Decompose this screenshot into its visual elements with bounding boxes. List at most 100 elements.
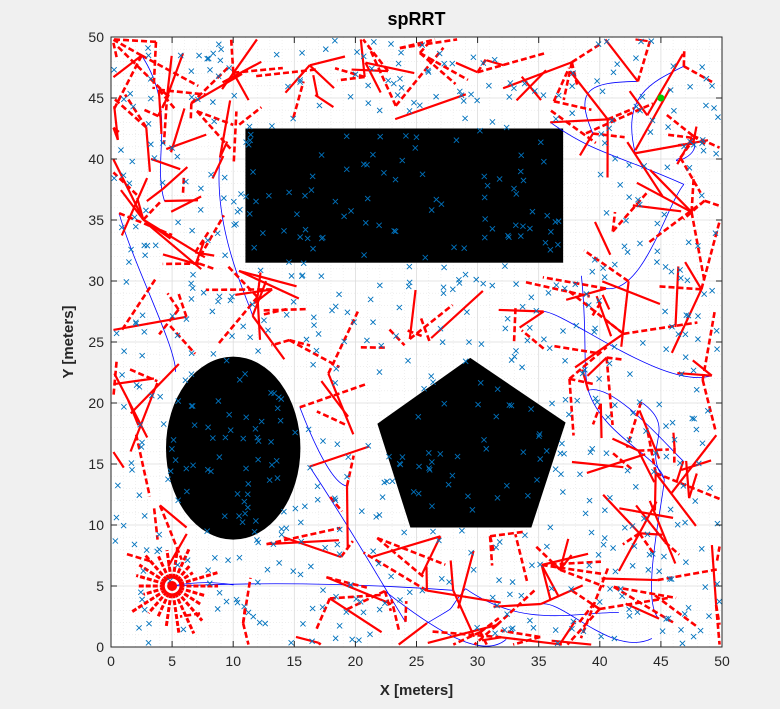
sample-point (188, 350, 195, 357)
sample-point (588, 529, 595, 536)
tree-edge (145, 222, 202, 270)
sample-point (435, 537, 442, 544)
sample-point (120, 172, 127, 179)
sample-point (268, 438, 274, 445)
sample-point (331, 37, 338, 44)
sample-point (519, 303, 526, 310)
tree-edge (430, 290, 484, 339)
sample-point (309, 638, 316, 645)
sample-point (386, 453, 392, 460)
sample-point (493, 413, 500, 420)
sample-point (664, 164, 671, 171)
tree-edge (648, 202, 702, 244)
x-axis-ticks: 0 5 10 15 20 25 30 35 40 45 50 (107, 37, 730, 669)
sample-point (449, 472, 456, 479)
start-fan-edge (135, 574, 166, 586)
sample-point (524, 337, 531, 344)
sample-point (385, 77, 392, 84)
sample-point (196, 52, 203, 59)
tree-edge (579, 133, 594, 157)
sample-point (394, 92, 401, 99)
tree-edge (488, 536, 494, 566)
sample-point (377, 133, 384, 140)
tree-edge (299, 382, 367, 409)
sample-point (430, 379, 436, 386)
start-fan-edge (177, 571, 194, 584)
tree-edge (553, 100, 592, 112)
sample-point (561, 285, 568, 292)
sample-point (119, 371, 125, 378)
smooth-path (309, 466, 406, 623)
tree-edge (112, 451, 125, 469)
sample-point (437, 451, 444, 457)
sample-point (406, 279, 413, 286)
sample-point (247, 137, 254, 144)
sample-point (611, 261, 618, 268)
sample-point (511, 185, 517, 192)
sample-point (256, 619, 263, 626)
sample-point (183, 488, 190, 495)
sample-point (585, 302, 592, 309)
tree-edge (595, 295, 613, 337)
sample-point (555, 92, 562, 99)
sample-point (343, 166, 350, 173)
sample-point (360, 53, 367, 60)
sample-point (177, 52, 184, 59)
sample-point (241, 603, 248, 610)
sample-point (478, 341, 485, 347)
tree-edge (568, 378, 575, 436)
sample-point (548, 585, 555, 592)
sample-point (533, 307, 540, 314)
start-goal-markers (167, 94, 665, 591)
sample-point (188, 371, 195, 378)
sample-point (474, 97, 481, 104)
sample-point (231, 222, 238, 228)
sample-point (128, 246, 134, 253)
sample-point (200, 289, 207, 296)
sample-point (273, 457, 280, 464)
sample-point (169, 313, 176, 319)
sample-point (438, 575, 445, 582)
sample-point (297, 519, 304, 526)
sample-point (246, 210, 253, 217)
tree-edge (685, 460, 691, 499)
sample-point (670, 63, 677, 70)
sample-point (329, 307, 335, 314)
sample-point (477, 127, 483, 134)
sample-point (573, 322, 580, 329)
sample-point (489, 118, 496, 125)
sample-point (682, 331, 689, 338)
tree-edge (489, 530, 524, 538)
sample-point (654, 248, 661, 255)
sample-point (182, 377, 189, 384)
start-fan-edge (175, 590, 204, 622)
sample-point (595, 551, 602, 558)
sample-point (112, 538, 119, 544)
sample-point (522, 532, 528, 539)
sample-point (319, 604, 326, 611)
sample-point (242, 371, 248, 377)
sample-point (268, 389, 274, 396)
sample-point (197, 206, 204, 213)
sample-point (215, 398, 222, 404)
sample-point (568, 586, 575, 592)
sample-point (215, 41, 222, 48)
tree-edges (112, 38, 721, 646)
sample-point (276, 559, 283, 566)
tree-edge (221, 38, 258, 90)
sample-point (503, 482, 510, 489)
sample-point (358, 508, 365, 515)
sample-point (139, 596, 146, 603)
sample-point (641, 162, 648, 169)
sample-point (501, 263, 508, 270)
y-tick-label: 10 (88, 517, 104, 533)
tree-edge (150, 157, 181, 171)
sample-point (332, 379, 339, 386)
sample-point (402, 132, 409, 139)
sample-point (167, 468, 174, 475)
sample-point (709, 82, 715, 89)
sample-point (294, 211, 300, 218)
sample-point (552, 627, 559, 633)
sample-point (288, 272, 295, 279)
sample-point (422, 254, 429, 261)
